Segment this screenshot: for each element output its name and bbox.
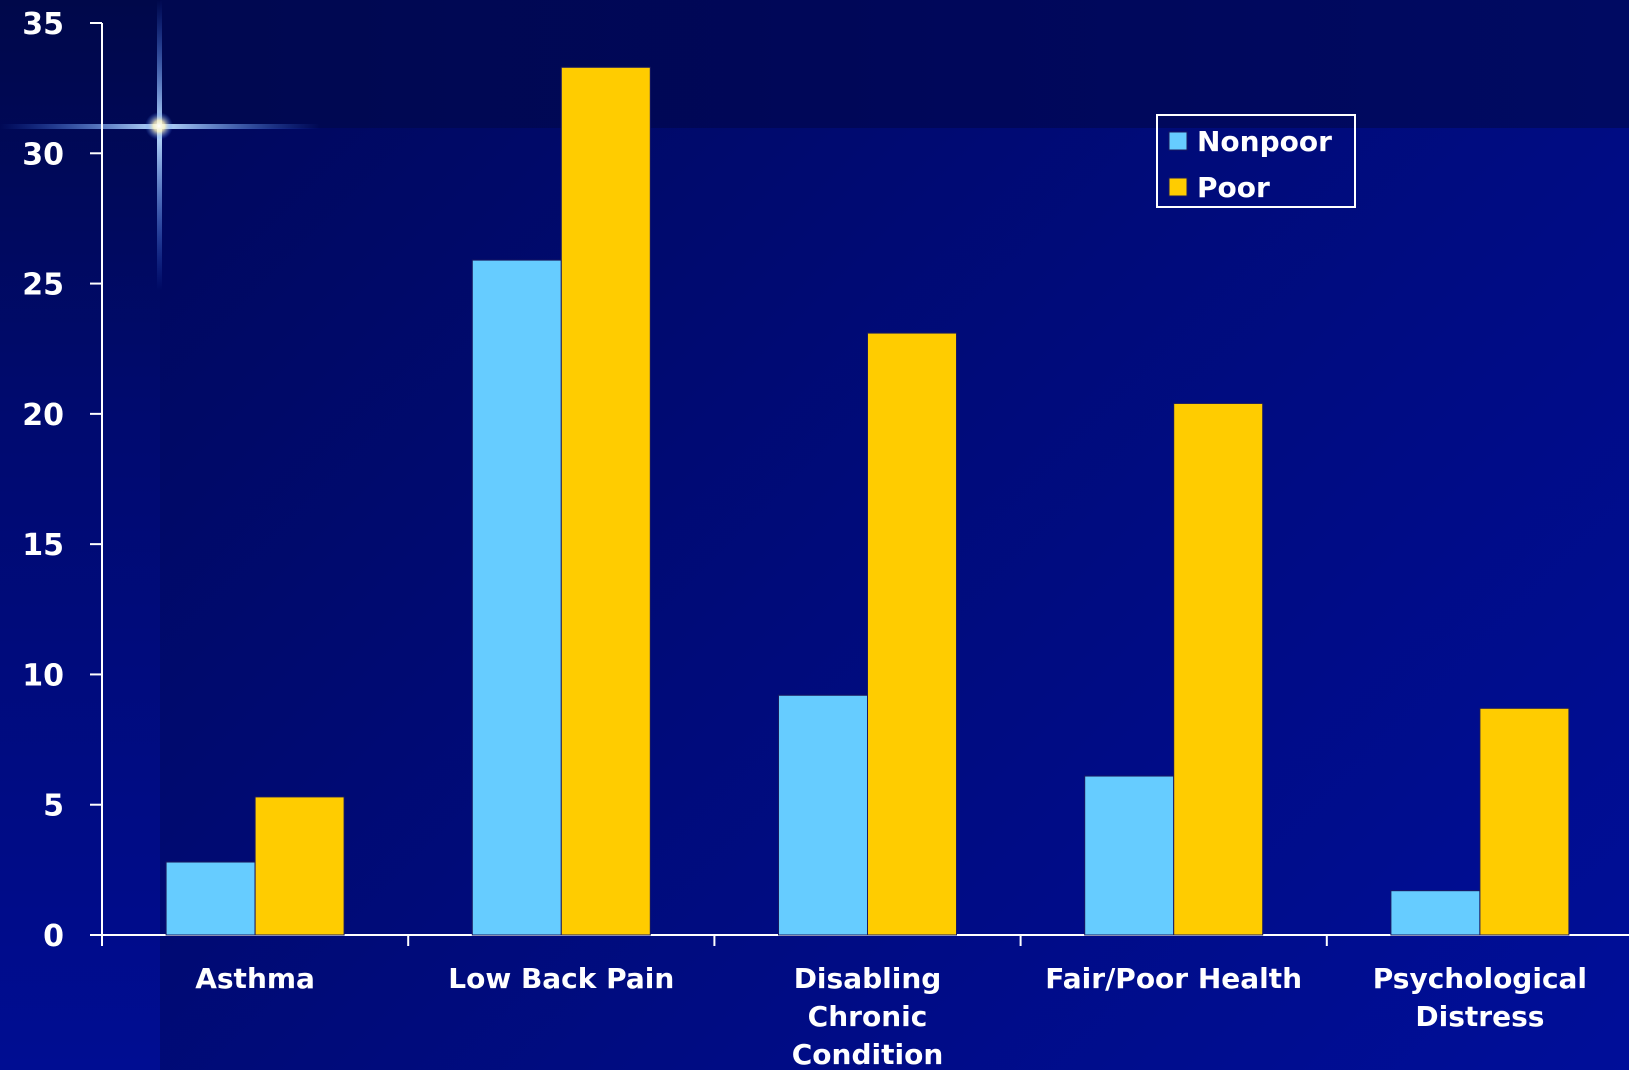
x-tick-label: Psychological Distress: [1373, 962, 1587, 1033]
bar-poor-4: [1173, 402, 1264, 936]
x-axis: Asthma Low Back Pain Disabling Chronic Condi…: [101, 934, 1629, 1070]
bar-nonpoor-5: [1390, 890, 1481, 936]
bar-poor-3: [867, 332, 957, 936]
y-tick-label: 10: [22, 658, 64, 693]
legend-label-nonpoor: Nonpoor: [1197, 125, 1332, 158]
y-tick-label: 15: [22, 528, 64, 563]
y-tick-label: 5: [43, 789, 64, 824]
x-tick-label: Fair/Poor Health: [1045, 962, 1302, 995]
y-tick-label: 0: [43, 919, 64, 954]
y-axis: 0 5 10 15 20 25 30 35: [22, 7, 103, 954]
legend-box: [1156, 114, 1356, 208]
background-top-band: [0, 0, 1629, 128]
bar-poor-1: [254, 796, 345, 936]
legend-label-poor: Poor: [1197, 171, 1270, 204]
bar-nonpoor-2: [471, 259, 562, 936]
legend: Nonpoor Poor: [1156, 114, 1356, 208]
bar-nonpoor-1: [165, 861, 256, 936]
legend-swatch-nonpoor: [1168, 131, 1188, 151]
legend-swatch-poor: [1168, 177, 1188, 197]
x-tick-label: Disabling Chronic Condition: [792, 962, 944, 1070]
background-left-band: [0, 0, 160, 1070]
y-tick-label: 20: [22, 398, 64, 433]
bar-poor-2: [560, 66, 651, 936]
bars: [165, 66, 1570, 936]
decorative-sparkle: [0, 0, 320, 290]
y-tick-label: 35: [22, 7, 64, 42]
bar-nonpoor-4: [1084, 775, 1175, 936]
x-tick-label: Low Back Pain: [448, 962, 674, 995]
x-tick-label: Asthma: [195, 962, 315, 995]
bar-nonpoor-3: [778, 694, 868, 936]
y-tick-label: 30: [22, 137, 64, 172]
y-tick-label: 25: [22, 268, 64, 303]
bar-poor-5: [1479, 707, 1570, 936]
